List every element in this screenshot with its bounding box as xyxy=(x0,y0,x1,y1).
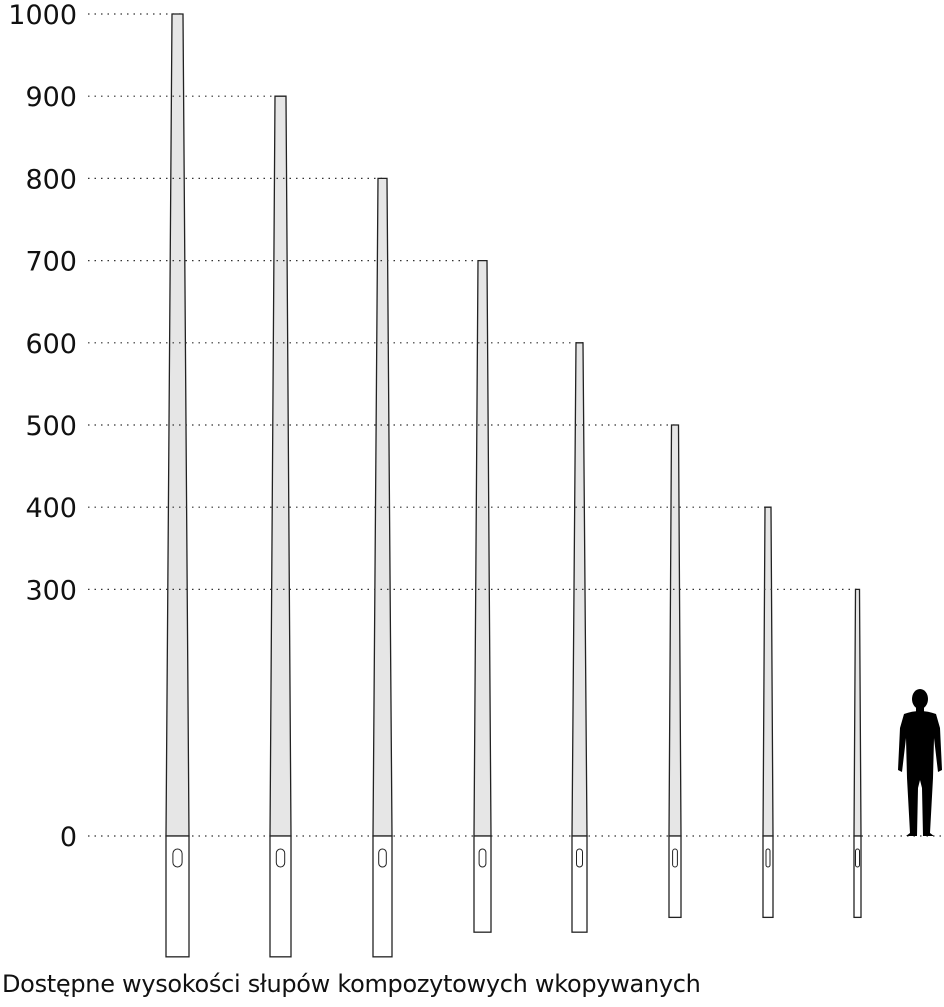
pole-embedded-part xyxy=(269,835,292,958)
cable-opening xyxy=(478,848,487,868)
pole-shaft xyxy=(473,259,492,837)
pole-embedded-part xyxy=(762,835,774,919)
y-tick-label: 600 xyxy=(25,329,77,360)
y-tick-label: 300 xyxy=(25,575,77,606)
cable-opening xyxy=(378,848,387,868)
pole-embedded-part xyxy=(853,835,862,919)
y-tick-label: 1000 xyxy=(8,0,77,31)
pole-embedded-part xyxy=(571,835,588,933)
cable-opening xyxy=(172,848,183,868)
pole-embedded-part xyxy=(372,835,393,958)
pole-shaft xyxy=(853,588,862,837)
y-tick-label: 700 xyxy=(25,247,77,278)
pole-shaft xyxy=(269,95,292,837)
pole-shaft xyxy=(372,177,393,837)
pole-embedded-part xyxy=(165,835,190,958)
diagram-caption: Dostępne wysokości słupów kompozytowych … xyxy=(2,970,701,998)
pole-shaft xyxy=(668,424,682,837)
y-tick-label: 900 xyxy=(25,82,77,113)
y-tick-label: 400 xyxy=(25,493,77,524)
cable-opening xyxy=(855,848,860,868)
pole-embedded-part xyxy=(473,835,492,933)
pole-shaft xyxy=(571,342,588,837)
y-tick-label: 0 xyxy=(60,822,77,853)
pole-embedded-part xyxy=(668,835,682,919)
cable-opening xyxy=(765,848,771,868)
cable-opening xyxy=(672,848,678,868)
y-tick-label: 800 xyxy=(25,164,77,195)
cable-opening xyxy=(275,848,286,868)
pole-shaft xyxy=(762,506,774,837)
cable-opening xyxy=(576,848,583,868)
y-tick-label: 500 xyxy=(25,411,77,442)
human-silhouette-icon xyxy=(898,689,942,836)
